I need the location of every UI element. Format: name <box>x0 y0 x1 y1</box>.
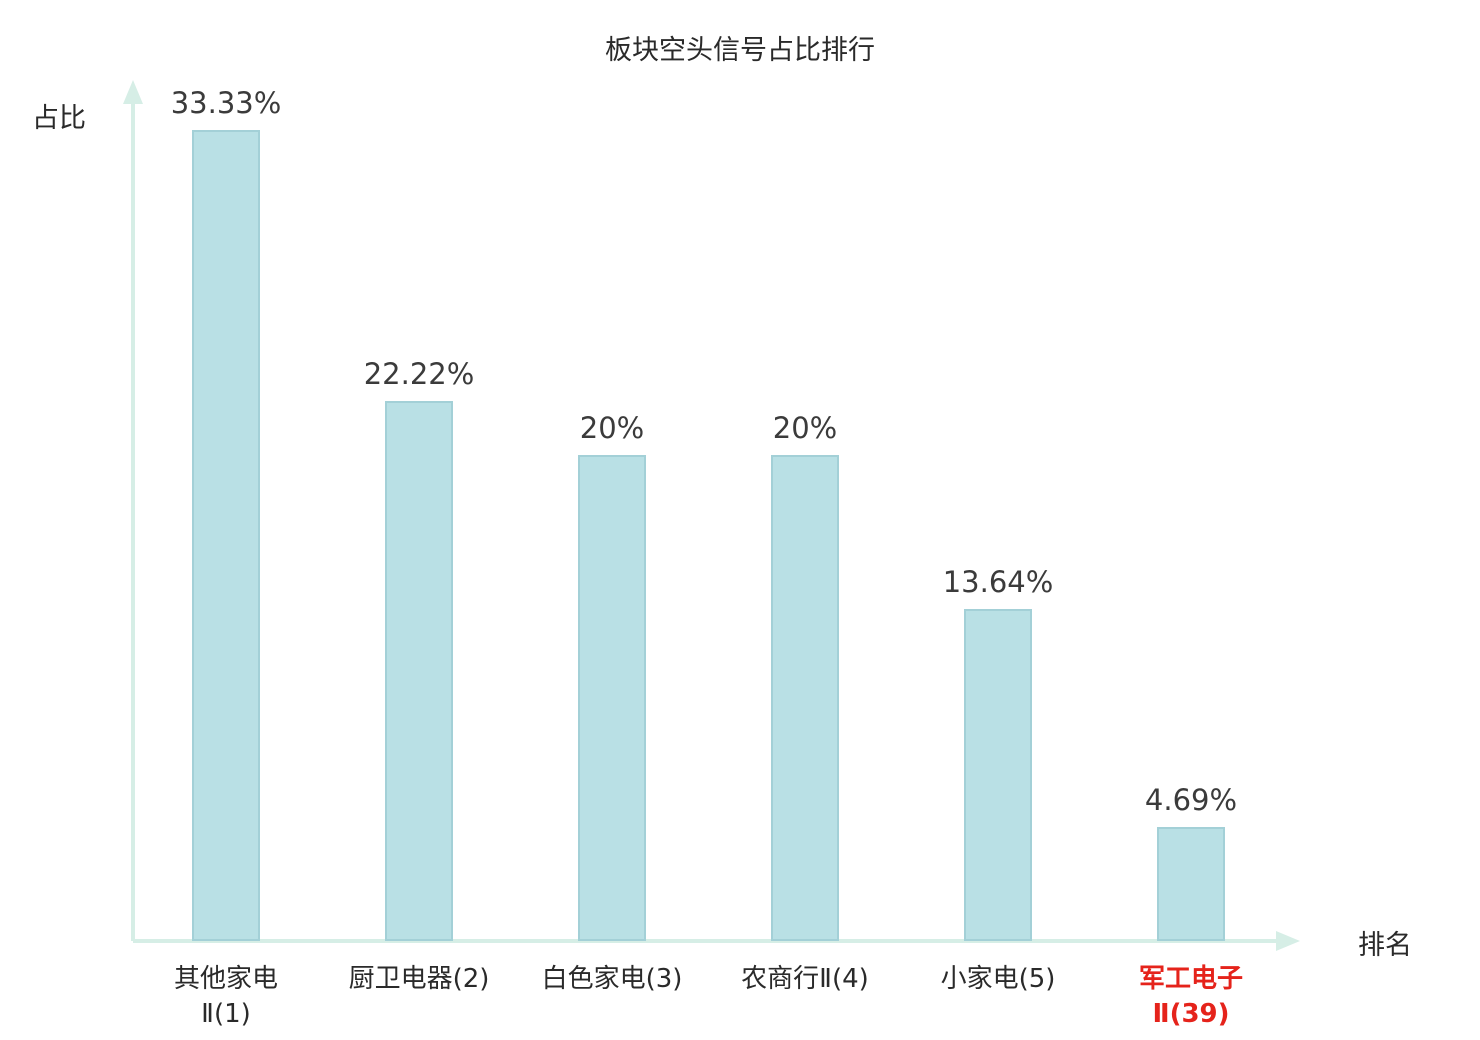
chart-title: 板块空头信号占比排行 <box>605 35 875 66</box>
bar <box>192 130 260 941</box>
bar <box>771 455 839 941</box>
bar-category-label: 厨卫电器(2) <box>348 964 490 994</box>
bar-value-label: 20% <box>579 411 645 445</box>
bar-category-label: 军工电子 Ⅱ(39) <box>1138 964 1244 1030</box>
bar-category-label: 小家电(5) <box>940 964 1056 994</box>
bar-value-label: 22.22% <box>363 357 475 391</box>
bar-category-label: 农商行Ⅱ(4) <box>741 964 869 994</box>
bar <box>385 401 453 941</box>
x-axis-label: 排名 <box>1358 930 1412 961</box>
bar-category-label: 白色家电(3) <box>541 964 683 994</box>
bar-value-label: 33.33% <box>170 86 282 120</box>
bar-value-label: 4.69% <box>1144 783 1238 817</box>
bar <box>578 455 646 941</box>
x-axis-arrow <box>1276 931 1300 951</box>
bar <box>964 609 1032 941</box>
bar-value-label: 13.64% <box>942 565 1054 599</box>
y-axis-arrow <box>123 80 143 104</box>
bar-category-label: 其他家电 Ⅱ(1) <box>173 964 279 1030</box>
bar <box>1157 827 1225 941</box>
bar-value-label: 20% <box>772 411 838 445</box>
y-axis-label: 占比 <box>32 103 86 134</box>
